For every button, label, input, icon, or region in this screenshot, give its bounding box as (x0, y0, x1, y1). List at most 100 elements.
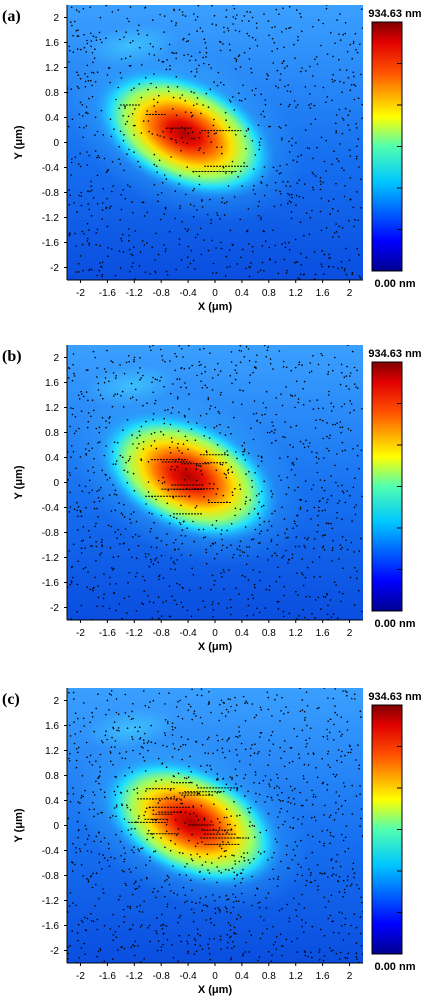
sample-point (349, 411, 351, 414)
sample-point (224, 275, 227, 277)
sample-point (139, 251, 142, 253)
sample-point (265, 355, 268, 358)
sample-point (247, 243, 250, 245)
sample-point (256, 607, 258, 610)
sample-point (234, 378, 237, 381)
sample-point (324, 596, 327, 598)
sample-point (216, 777, 219, 780)
sample-point (269, 125, 272, 128)
sample-point (223, 202, 226, 205)
sample-point (68, 905, 71, 907)
sample-point (119, 543, 121, 545)
sample-point (169, 452, 172, 454)
sample-point (323, 479, 326, 482)
sample-point (322, 273, 325, 276)
sample-point (260, 732, 263, 734)
sample-point (318, 556, 321, 558)
sample-point (127, 829, 130, 831)
sample-point (157, 890, 159, 893)
sample-point (184, 901, 186, 904)
sample-point (191, 364, 193, 367)
sample-point (345, 825, 348, 827)
sample-point (326, 738, 329, 740)
sample-point (133, 489, 136, 492)
sample-point (154, 819, 157, 822)
sample-point (259, 706, 262, 709)
sample-point (301, 874, 304, 877)
sample-point (69, 583, 72, 586)
sample-point (258, 751, 260, 753)
sample-point (208, 482, 211, 485)
sample-point (266, 928, 268, 930)
sample-point (152, 45, 154, 48)
sample-point (71, 930, 73, 932)
sample-point (253, 782, 255, 784)
sample-point (327, 498, 329, 501)
sample-point (328, 253, 330, 256)
sample-point (176, 447, 179, 449)
sample-point (205, 548, 207, 551)
sample-point (93, 471, 95, 474)
sample-point (96, 376, 98, 378)
sample-point (174, 190, 177, 192)
sample-point (213, 118, 215, 121)
sample-point (245, 700, 247, 703)
sample-point (174, 217, 176, 220)
sample-point (163, 174, 166, 176)
sample-point (200, 112, 202, 115)
sample-point (132, 472, 135, 475)
sample-point (123, 818, 126, 820)
sample-point (258, 144, 261, 146)
sample-point (316, 146, 318, 149)
sample-point (355, 952, 358, 954)
sample-point (184, 129, 186, 131)
sample-point (203, 878, 205, 880)
sample-point (249, 266, 252, 268)
sample-point (96, 71, 99, 73)
sample-point (122, 429, 124, 431)
sample-point (301, 823, 303, 825)
sample-point (125, 884, 128, 887)
sample-point (131, 710, 133, 713)
sample-point (85, 369, 88, 372)
sample-point (108, 380, 110, 383)
sample-point (184, 228, 187, 230)
sample-point (218, 719, 220, 722)
sample-point (220, 81, 222, 84)
sample-point (106, 699, 109, 702)
sample-point (344, 690, 347, 692)
sample-point (327, 753, 329, 755)
sample-point (81, 230, 83, 233)
sample-point (201, 200, 203, 202)
sample-point (239, 170, 242, 173)
sample-point (313, 506, 316, 509)
sample-point (249, 807, 252, 809)
sample-point (79, 850, 82, 852)
sample-point (346, 729, 349, 731)
sample-point (315, 456, 318, 458)
sample-point (95, 760, 97, 762)
sample-point (244, 98, 247, 100)
sample-point (280, 479, 282, 481)
sample-point (263, 270, 265, 272)
sample-point (319, 479, 322, 481)
sample-point (216, 881, 218, 884)
sample-point (137, 945, 139, 947)
sample-point (332, 73, 335, 76)
sample-point (84, 843, 86, 846)
sample-point (80, 552, 83, 554)
sample-point (150, 82, 152, 85)
sample-point (150, 445, 153, 447)
sample-point (133, 788, 135, 791)
sample-point (82, 7, 85, 10)
sample-point (295, 424, 298, 427)
sample-point (219, 423, 221, 426)
sample-point (219, 394, 222, 396)
sample-point (296, 951, 299, 953)
sample-point (274, 181, 277, 184)
sample-point (126, 804, 128, 806)
sample-point (182, 356, 184, 358)
sample-point (259, 269, 262, 272)
sample-point (109, 416, 111, 418)
sample-point (133, 356, 136, 359)
